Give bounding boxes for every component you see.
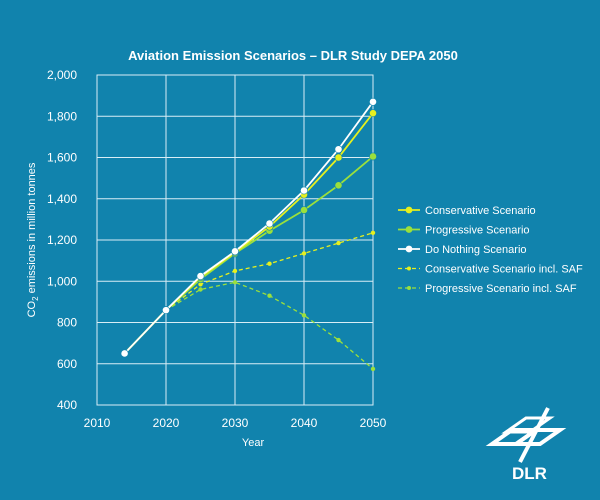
y-tick-label: 1,800 xyxy=(47,109,77,123)
data-point xyxy=(336,240,341,246)
x-axis-label: Year xyxy=(242,437,265,449)
legend-swatch-marker xyxy=(405,226,413,233)
data-point xyxy=(231,247,239,256)
dlr-logo: DLR xyxy=(485,407,567,483)
y-tick-label: 400 xyxy=(57,398,77,412)
data-point xyxy=(369,109,377,118)
dlr-logo-text: DLR xyxy=(512,464,547,483)
legend-item: Progressive Scenario xyxy=(398,225,530,237)
data-point xyxy=(198,287,203,292)
y-axis-label: CO2 emissions in million tonnes xyxy=(26,162,40,317)
data-point xyxy=(196,272,205,280)
data-point xyxy=(336,337,341,343)
data-point xyxy=(198,282,203,287)
chart-title: Aviation Emission Scenarios – DLR Study … xyxy=(128,48,458,63)
y-tick-label: 800 xyxy=(57,316,77,330)
series-do-nothing-scenario xyxy=(120,97,377,358)
x-tick-label: 2050 xyxy=(360,416,387,430)
data-point xyxy=(334,181,343,190)
legend-label: Conservative Scenario incl. SAF xyxy=(425,264,583,276)
axis-ticks: 400 600 800 1,000 1,200 1,400 1,600 1,800 2,000 2… xyxy=(47,68,387,430)
x-tick-label: 2040 xyxy=(291,416,318,430)
data-point xyxy=(300,206,308,214)
y-tick-label: 2,000 xyxy=(47,68,77,82)
legend-item: Conservative Scenario incl. SAF xyxy=(398,264,583,276)
x-tick-label: 2030 xyxy=(222,416,249,430)
legend-item: Conservative Scenario xyxy=(398,205,536,217)
y-tick-label: 1,000 xyxy=(47,274,77,288)
y-tick-label: 1,600 xyxy=(47,151,77,165)
dlr-logo-icon xyxy=(485,407,567,463)
data-point xyxy=(301,313,307,318)
legend-label: Progressive Scenario incl. SAF xyxy=(425,283,577,295)
series-line xyxy=(165,232,374,311)
y-tick-label: 1,200 xyxy=(47,233,77,247)
series-conservative-scenario-incl-saf xyxy=(163,230,376,313)
x-tick-label: 2020 xyxy=(153,416,180,430)
data-point xyxy=(120,349,129,358)
series-progressive-scenario xyxy=(120,152,377,358)
legend-label: Progressive Scenario xyxy=(425,225,530,237)
data-point xyxy=(301,251,307,256)
y-axis-label-subscript: 2 xyxy=(31,296,40,301)
x-tick-label: 2010 xyxy=(84,416,111,430)
legend-label: Do Nothing Scenario xyxy=(425,244,527,256)
series-line xyxy=(123,101,374,355)
data-point xyxy=(300,186,308,195)
y-axis-label-rest: emissions in million tonnes xyxy=(26,162,38,296)
data-point xyxy=(334,145,343,154)
series-progressive-scenario-incl-saf xyxy=(163,280,376,372)
legend-item: Do Nothing Scenario xyxy=(398,244,527,256)
data-point xyxy=(369,152,377,161)
data-point xyxy=(267,261,272,266)
data-point xyxy=(162,306,170,315)
grid xyxy=(96,74,374,406)
legend-label: Conservative Scenario xyxy=(425,205,536,217)
y-axis-label-main: CO xyxy=(26,300,38,317)
data-point xyxy=(369,97,377,106)
legend-swatch-marker xyxy=(407,266,411,271)
y-tick-label: 600 xyxy=(57,357,77,371)
data-point xyxy=(370,230,376,235)
data-point xyxy=(232,268,238,274)
data-point xyxy=(370,366,376,372)
legend: Conservative Scenario Progressive Scenari… xyxy=(398,205,583,295)
y-tick-label: 1,400 xyxy=(47,192,77,206)
data-point xyxy=(265,219,274,228)
legend-swatch-marker xyxy=(405,245,413,253)
data-point xyxy=(232,280,238,285)
legend-item: Progressive Scenario incl. SAF xyxy=(398,283,577,295)
legend-swatch-marker xyxy=(407,286,411,290)
data-point xyxy=(267,293,272,298)
data-point xyxy=(334,153,343,162)
series-lines xyxy=(120,97,377,372)
legend-swatch-marker xyxy=(405,206,413,214)
